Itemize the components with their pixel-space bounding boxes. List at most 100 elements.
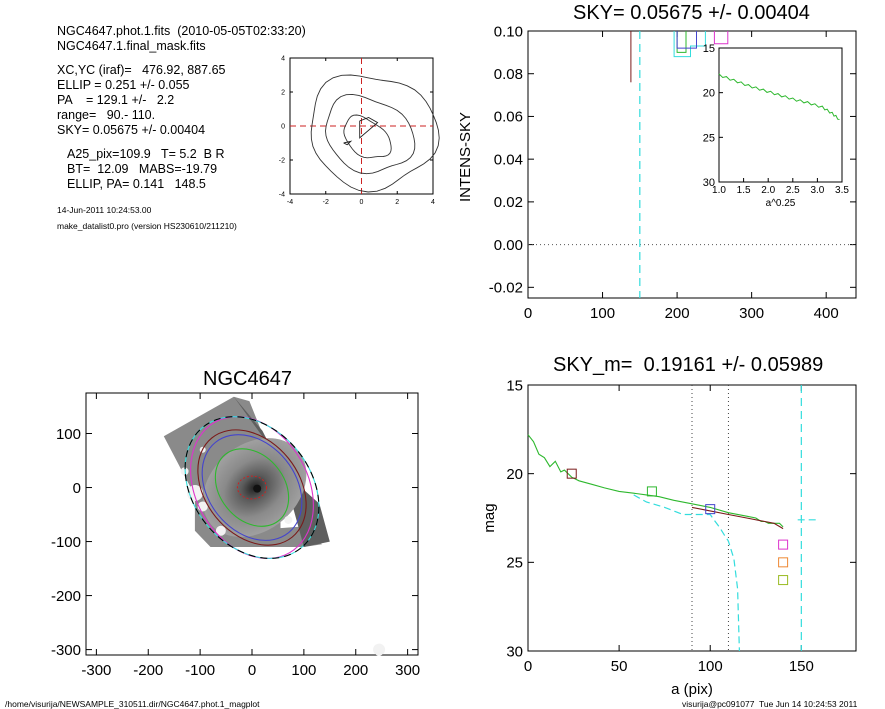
result-bt: BT= 12.09 MABS=-19.79: [67, 162, 218, 176]
inset-y-tick-label: 15: [703, 43, 715, 55]
x-tick-label: 300: [395, 662, 420, 679]
y-tick-label: 0.06: [494, 109, 523, 126]
profile-marker: [566, 468, 577, 479]
y-tick-label: 30: [506, 643, 523, 660]
intensity-title: SKY= 0.05675 +/- 0.00404: [573, 2, 810, 24]
inset-x-tick-label: 3.5: [835, 185, 849, 196]
image-title: NGC4647: [203, 368, 292, 390]
plot-frame: [527, 30, 857, 299]
contour-line: [310, 74, 440, 193]
inset-y-tick-label: 30: [703, 177, 715, 189]
isophote-ellipse: [190, 416, 314, 559]
x-tick-label: -2: [323, 199, 329, 206]
x-tick-label: 2: [395, 199, 399, 206]
galaxy-nucleus: [253, 484, 262, 493]
y-tick-label: 0: [281, 123, 285, 130]
intensity-series-line: [673, 31, 706, 58]
x-tick-label: 0: [524, 305, 532, 322]
y-tick-label: -100: [51, 534, 81, 551]
y-tick-label: 20: [506, 466, 523, 483]
y-tick-label: -0.02: [489, 280, 523, 297]
footer-user: visurija@pc091077 Tue Jun 14 10:24:53 20…: [682, 699, 858, 709]
header-line-2: NGC4647.1.final_mask.fits: [57, 39, 206, 53]
inset-x-tick-label: 2.5: [786, 185, 800, 196]
y-tick-label: -4: [279, 191, 285, 198]
contour-core: [343, 140, 353, 146]
x-tick-label: 150: [789, 658, 814, 675]
y-tick-label: -200: [51, 588, 81, 605]
y-tick-label: -2: [279, 157, 285, 164]
y-tick-label: 25: [506, 555, 523, 572]
sky-ellipse-dashed: [184, 416, 320, 559]
x-axis-label: a (pix): [671, 681, 713, 698]
masked-star: [373, 643, 386, 656]
inset-x-tick-label: 1.5: [737, 185, 751, 196]
magnitude-profile-plot: 0 50 100 150 15 20 25 30 a (pix) mag: [481, 377, 857, 698]
intensity-series-line: [676, 31, 687, 53]
contour-line: [343, 114, 392, 159]
x-tick-label: 4: [431, 199, 435, 206]
x-tick-label: 400: [814, 305, 839, 322]
profile-marker: [778, 539, 789, 550]
inset-x-axis-label: a^0.25: [766, 198, 796, 209]
inset-x-tick-label: 1.0: [712, 185, 726, 196]
y-tick-label: -300: [51, 642, 81, 659]
contour-plot: -4 -2 0 2 4 -4 -2 0 2 4: [279, 55, 440, 206]
y-tick-label: 0.08: [494, 66, 523, 83]
contour-line: [325, 93, 416, 175]
y-tick-label: 0.00: [494, 237, 523, 254]
x-tick-label: 0: [248, 662, 256, 679]
y-tick-label: 0.02: [494, 194, 523, 211]
x-tick-label: -100: [185, 662, 215, 679]
profile-marker: [646, 486, 657, 497]
intensity-series-line: [713, 31, 729, 45]
header-line-1: NGC4647.phot.1.fits (2010-05-05T02:33:20…: [57, 24, 306, 38]
y-tick-label: 2: [281, 89, 285, 96]
profile-marker: [778, 557, 789, 568]
profile-series-line: [633, 494, 740, 652]
x-tick-label: -4: [287, 199, 293, 206]
param-range: range= 90.- 110.: [57, 108, 156, 122]
masked-star: [180, 467, 189, 476]
x-tick-label: 200: [665, 305, 690, 322]
x-tick-label: 200: [343, 662, 368, 679]
param-ellip: ELLIP = 0.251 +/- 0.055: [57, 78, 190, 92]
param-center: XC,YC (iraf)= 476.92, 887.65: [57, 63, 226, 77]
header-date: 14-Jun-2011 10:24:53.00: [57, 205, 152, 215]
profile-series-line: [691, 506, 784, 530]
profile-marker: [705, 504, 716, 515]
x-tick-label: 100: [590, 305, 615, 322]
inset-profile-line: [718, 73, 840, 120]
isophote-ellipse: [201, 434, 303, 541]
x-tick-label: 100: [698, 658, 723, 675]
intensity-plot: 0 100 200 300 400 -0.02 0.00 0.02 0.04 0.06 0.08 0.…: [457, 23, 857, 322]
galaxy-image-plot: -300 -200 -100 0 100 200 300 -300 -200 -100 0 100: [51, 392, 420, 679]
y-tick-label: 0.10: [494, 23, 523, 40]
result-a25: A25_pix=109.9 T= 5.2 B R: [67, 147, 225, 161]
inset-x-tick-label: 2.0: [761, 185, 775, 196]
x-tick-label: 0: [524, 658, 532, 675]
y-tick-label: 0: [73, 480, 81, 497]
inset-y-tick-label: 20: [703, 88, 715, 100]
x-tick-label: 0: [360, 199, 364, 206]
x-tick-label: -300: [81, 662, 111, 679]
masked-star: [215, 525, 226, 536]
profile-series-line: [527, 434, 784, 528]
param-sky: SKY= 0.05675 +/- 0.00404: [57, 123, 206, 137]
profile-title: SKY_m= 0.19161 +/- 0.05989: [553, 354, 824, 376]
contour-core: [359, 117, 379, 139]
masked-star: [284, 515, 293, 524]
y-axis-label: INTENS-SKY: [457, 112, 474, 202]
x-tick-label: -200: [133, 662, 163, 679]
inset-x-tick-label: 3.0: [810, 185, 824, 196]
y-tick-label: 15: [506, 377, 523, 394]
isophote-ellipse: [214, 448, 290, 527]
y-axis-label: mag: [481, 503, 498, 532]
y-tick-label: 4: [281, 55, 285, 62]
param-pa: PA = 129.1 +/- 2.2: [57, 93, 175, 107]
profile-marker: [778, 575, 789, 586]
intensity-series-line: [676, 31, 697, 49]
inset-frame: [718, 47, 843, 183]
footer-path: /home/visurija/NEWSAMPLE_310511.dir/NGC4…: [5, 699, 260, 709]
